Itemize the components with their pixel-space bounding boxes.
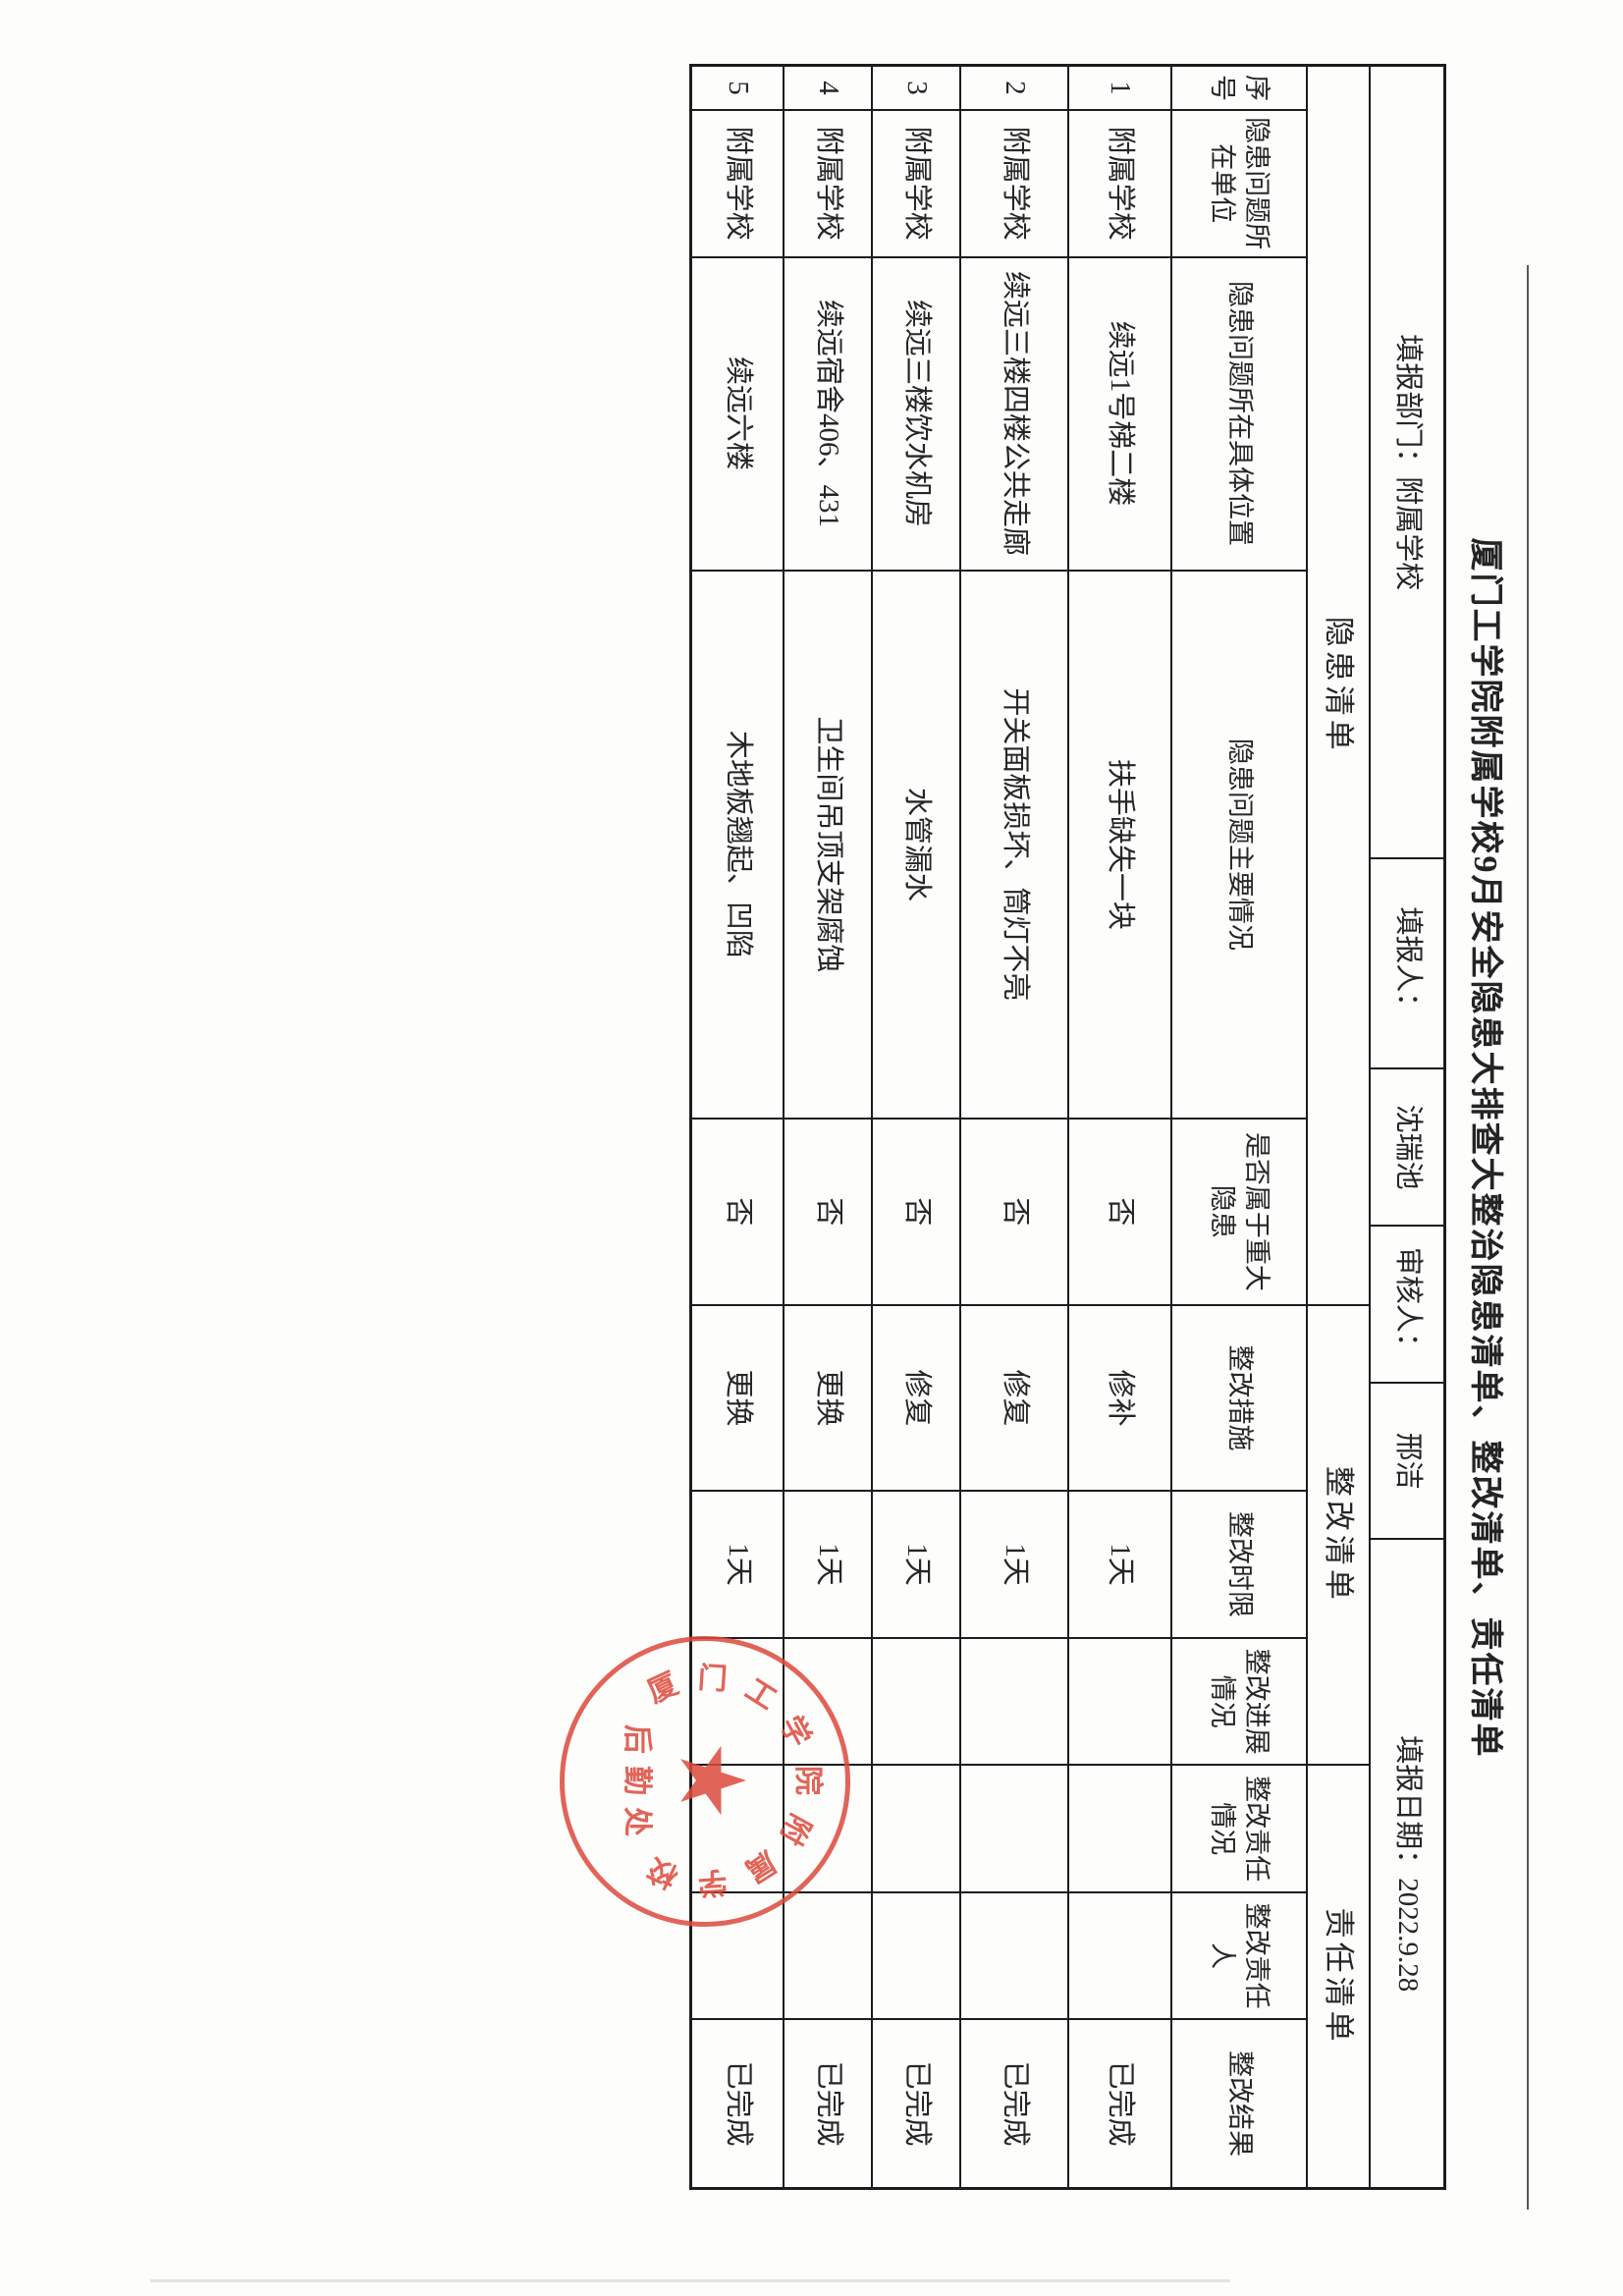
table-cell: 否 [783,1120,871,1306]
table-cell [871,1766,959,1893]
col-location: 隐患问题所在具体位置 [1170,257,1306,572]
table-cell: 续远三楼四楼公共走廊 [959,257,1067,572]
reviewer-label: 审核人： [1369,1226,1443,1384]
table-cell: 1天 [959,1492,1067,1639]
table-cell: 修复 [959,1305,1067,1493]
table-cell [1067,1766,1170,1893]
column-header-row: 序号 隐患问题所在单位 隐患问题所在具体位置 隐患问题主要情况 是否属于重大隐患… [1170,67,1306,2187]
document-title: 厦门工学院附属学校9月安全隐患大排查大整治隐患清单、整改清单、责任清单 [1467,537,1503,1759]
col-result: 整改结果 [1170,2020,1306,2187]
col-description: 隐患问题主要情况 [1170,571,1306,1121]
table-row: 1 附属学校 续远1号梯二楼 扶手缺失一块否修补 1天已完成 [1067,67,1170,2187]
table-row: 2 附属学校 续远三楼四楼公共走廊 开关面板损坏、筒灯不亮否修复 1天已完成 [959,67,1067,2187]
table-cell: 扶手缺失一块 [1067,571,1170,1121]
table-body: 1 附属学校 续远1号梯二楼 扶手缺失一块否修补 1天 已完成 2 附属学校 续远三楼四楼公共走… [692,67,1170,2187]
section-header-row: 隐患清单 整改清单 责任清单 [1306,67,1369,2187]
table-cell: 卫生间吊顶支架腐蚀 [783,571,871,1121]
table-cell: 更换 [783,1305,871,1493]
table-cell: 附属学校 [692,110,783,258]
scan-edge-smudge [150,2279,1230,2282]
table-cell: 附属学校 [959,110,1067,258]
table-cell: 1 [1067,67,1170,111]
table-cell: 续远六楼 [692,257,783,572]
report-info-row: 填报部门：附属学校 填报人： 沈瑞池 审核人： 邢洁 填报日期：2022.9.2… [1369,67,1443,2187]
scan-artifact-line [1527,265,1529,2210]
col-duty-person: 整改责任人 [1170,1892,1306,2021]
table-cell: 否 [692,1120,783,1306]
table-cell [959,1766,1067,1893]
table-cell [959,1638,1067,1767]
table-cell [692,1766,783,1893]
table-cell: 5 [692,67,783,111]
table-cell: 续远宿舍406、431 [783,257,871,572]
table-cell: 1天 [871,1492,959,1639]
table-cell: 1天 [1067,1492,1170,1639]
table-cell [783,1638,871,1767]
filler-name: 沈瑞池 [1369,1069,1443,1227]
reviewer-name: 邢洁 [1369,1383,1443,1541]
table-cell [871,1892,959,2021]
table-cell: 开关面板损坏、筒灯不亮 [959,571,1067,1121]
table-cell: 已完成 [1067,2020,1170,2187]
col-measure: 整改措施 [1170,1305,1306,1493]
table-cell [1067,1892,1170,2021]
col-unit: 隐患问题所在单位 [1170,110,1306,258]
table-cell: 4 [783,67,871,111]
table-row: 5 附属学校 续远六楼 木地板翘起、凹陷否更换 1天已完成 [692,67,783,2187]
table-cell: 续远三楼饮水机房 [871,257,959,572]
table-cell: 木地板翘起、凹陷 [692,571,783,1121]
seal-inner-text: 后勤处 [621,1724,653,1848]
table-cell: 续远1号梯二楼 [1067,257,1170,572]
report-department: 填报部门：附属学校 [1369,67,1443,860]
table-row: 3 附属学校 续远三楼饮水机房 水管漏水否修复 1天已完成 [871,67,959,2187]
report-date: 填报日期：2022.9.28 [1369,1540,1443,2187]
section-duty-list: 责任清单 [1306,1766,1369,2187]
table-cell: 否 [1067,1120,1170,1306]
table-row: 4 附属学校 续远宿舍406、431 卫生间吊顶支架腐蚀否更换 1天已完成 [783,67,871,2187]
col-progress: 整改进展情况 [1170,1638,1306,1767]
col-deadline: 整改时限 [1170,1492,1306,1639]
table-cell: 否 [959,1120,1067,1306]
filler-label: 填报人： [1369,859,1443,1070]
table-cell: 3 [871,67,959,111]
table-cell: 已完成 [871,2020,959,2187]
table-cell: 附属学校 [871,110,959,258]
table-cell [692,1638,783,1767]
table-cell: 已完成 [959,2020,1067,2187]
hazard-table: 填报部门：附属学校 填报人： 沈瑞池 审核人： 邢洁 填报日期：2022.9.2… [689,64,1446,2190]
table-cell: 水管漏水 [871,571,959,1121]
table-cell: 否 [871,1120,959,1306]
table-cell [783,1892,871,2021]
section-hazard-list: 隐患清单 [1306,67,1369,1306]
table-cell: 已完成 [722,2060,754,2147]
table-cell: 附属学校 [783,110,871,258]
table-cell [959,1892,1067,2021]
col-major-hazard: 是否属于重大隐患 [1170,1120,1306,1306]
table-cell: 附属学校 [1067,110,1170,258]
table-cell: 1天 [692,1492,783,1639]
col-serial: 序号 [1170,67,1306,111]
table-cell [871,1638,959,1767]
table-cell: 2 [959,67,1067,111]
section-rectify-list: 整改清单 [1306,1305,1369,1767]
table-cell: 更换 [692,1305,783,1493]
table-cell [1067,1638,1170,1767]
table-cell: 修补 [1067,1305,1170,1493]
col-duty-status: 整改责任情况 [1170,1766,1306,1893]
table-cell: 已完成 [783,2020,871,2187]
table-cell [692,1892,783,2021]
table-cell: 修复 [871,1305,959,1493]
table-cell: 1天 [783,1492,871,1639]
table-cell [783,1766,871,1893]
